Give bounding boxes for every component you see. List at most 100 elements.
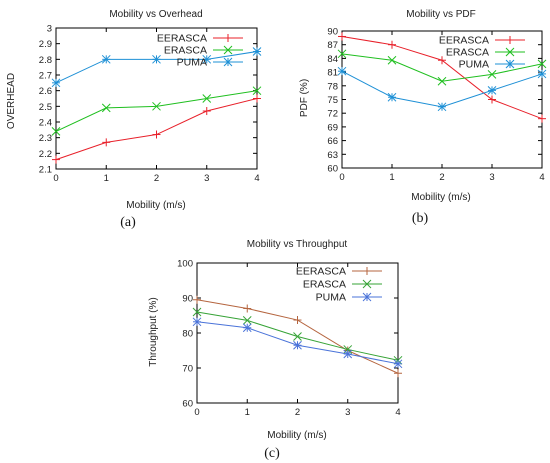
chart-b-ytick-label: 69	[327, 122, 338, 133]
chart-b-ytick-label: 60	[327, 164, 338, 175]
chart-b-legend-marker	[505, 59, 515, 69]
chart-a-ytick-label: 2.7	[39, 71, 52, 82]
chart-c-legend-marker-stroke	[362, 292, 372, 302]
chart-b-xlabel: Mobility (m/s)	[411, 192, 470, 203]
chart-a-series-puma-point-stroke	[152, 54, 161, 64]
chart-c-legend-marker	[362, 292, 372, 302]
chart-a-series-erasca-point-stroke	[252, 86, 262, 96]
chart-b-series-erasca-point-stroke	[437, 76, 447, 86]
chart-c-legend-marker	[363, 267, 371, 275]
chart-a-series-erasca-point-stroke	[51, 127, 61, 136]
chart-c-series-erasca-point	[242, 316, 252, 325]
chart-a-legend-marker-stroke	[223, 45, 233, 55]
chart-c-xtick-label: 2	[295, 407, 300, 418]
chart-b-xtick-label: 4	[539, 172, 544, 183]
chart-c-caption: (c)	[264, 446, 280, 461]
chart-c: Mobility vs Throughput Mobility (m/s) Th…	[148, 239, 403, 461]
chart-b-series-puma-point	[537, 69, 547, 79]
chart-a-ytick-label: 2.2	[39, 149, 52, 160]
chart-a-series-erasca-point	[202, 94, 212, 103]
chart-a-series-eerasca-point	[152, 130, 161, 139]
chart-c-ytick-label: 100	[177, 259, 193, 270]
chart-b-legend-marker	[505, 47, 515, 57]
chart-a-series-puma-point	[152, 54, 161, 64]
chart-b-ytick-label: 84	[327, 54, 338, 65]
chart-a-series-eerasca-point	[102, 138, 111, 147]
chart-a-legend-marker	[224, 34, 232, 42]
chart-c-series-eerasca-point	[394, 369, 402, 378]
chart-c-series-puma-point	[393, 359, 403, 369]
chart-a-legend-label: ERASCA	[164, 45, 207, 57]
chart-c-legend-marker	[362, 279, 372, 289]
chart-c-series-puma-point-stroke	[293, 340, 302, 350]
chart-c-series-erasca-point	[293, 332, 302, 341]
chart-c-series-puma-point	[343, 349, 353, 359]
chart-c-series-eerasca-point	[293, 316, 302, 325]
chart-a-legend-marker	[223, 45, 233, 55]
chart-b-series-eerasca-point	[488, 95, 496, 104]
chart-c-xtick-label: 0	[194, 407, 199, 418]
chart-b-legend-marker-stroke	[505, 59, 515, 69]
chart-a-ytick-label: 2.4	[39, 118, 52, 129]
chart-c-legend-label: PUMA	[316, 292, 346, 304]
chart-b-series-eerasca-point	[438, 56, 446, 65]
chart-b-series-puma-point	[487, 86, 497, 95]
chart-c-series-erasca-point-stroke	[343, 345, 353, 354]
chart-b-series-puma-point-stroke	[537, 69, 547, 79]
chart-b: Mobility vs PDF Mobility (m/s) PDF (%) (…	[299, 9, 547, 226]
chart-b-series-erasca-point	[387, 55, 397, 65]
chart-b-xtick-label: 2	[439, 172, 444, 183]
chart-c-series-puma-point	[293, 340, 302, 350]
chart-a-series-eerasca-point	[202, 107, 211, 116]
chart-a-ytick-label: 2.5	[39, 102, 52, 113]
chart-a-series-puma-point-stroke	[252, 47, 262, 56]
chart-b-series-eerasca-point	[388, 40, 396, 49]
chart-a-series-erasca-point-stroke	[202, 94, 212, 103]
chart-c-ytick-label: 80	[182, 329, 193, 340]
chart-c-legend-label: ERASCA	[303, 279, 346, 291]
chart-a-series-erasca-point	[252, 86, 262, 96]
chart-c-xtick-label: 3	[345, 407, 350, 418]
chart-a-series-puma-point	[202, 54, 212, 64]
chart-a-title: Mobility vs Overhead	[109, 9, 202, 20]
chart-c-xlabel: Mobility (m/s)	[267, 430, 326, 441]
chart-b-series-erasca-point	[437, 76, 447, 86]
chart-a-series-eerasca-line	[55, 98, 258, 161]
chart-a-series-puma-point	[101, 54, 111, 64]
chart-b-series-erasca-point	[487, 70, 497, 79]
chart-a-series-puma-point-stroke	[101, 54, 111, 64]
chart-a-legend-marker	[223, 57, 233, 67]
chart-b-series-erasca-point-stroke	[487, 70, 497, 79]
chart-c-series-erasca-point-stroke	[293, 332, 302, 341]
chart-b-ytick-label: 66	[327, 136, 338, 147]
chart-b-ytick-label: 81	[327, 68, 338, 79]
chart-b-title: Mobility vs PDF	[406, 9, 475, 20]
chart-a-legend-label: PUMA	[177, 57, 207, 69]
chart-a-series-puma-point-stroke	[51, 78, 61, 88]
chart-c-ytick-label: 90	[182, 294, 193, 305]
chart-b-legend-marker-stroke	[505, 47, 515, 57]
chart-a-legend-label: EERASCA	[157, 33, 207, 45]
chart-b-series-erasca-point	[537, 59, 547, 69]
chart-b-legend-marker	[506, 36, 514, 44]
chart-b-ytick-label: 87	[327, 40, 338, 51]
chart-c-series-eerasca-point	[193, 295, 201, 304]
chart-c-ylabel: Throughput (%)	[148, 297, 159, 366]
chart-c-series-puma-point	[242, 323, 252, 333]
chart-b-series-eerasca-point	[538, 114, 546, 123]
chart-a-series-erasca-point	[101, 103, 111, 113]
chart-c-series-puma-point-stroke	[343, 349, 353, 359]
chart-a-ytick-label: 2.8	[39, 55, 52, 66]
chart-b-series-puma-point-stroke	[387, 92, 397, 102]
chart-a-ytick-label: 2.3	[39, 133, 52, 144]
chart-a-series-puma-point-stroke	[202, 54, 212, 64]
chart-a-xtick-label: 4	[254, 173, 259, 184]
chart-b-series-puma-point	[337, 66, 347, 76]
chart-a-ytick-label: 2.6	[39, 86, 52, 97]
chart-a-xtick-label: 1	[104, 173, 109, 184]
chart-c-series-puma-point-stroke	[192, 317, 202, 327]
chart-c-series-erasca-point-stroke	[192, 307, 202, 317]
chart-b-series-erasca-point	[337, 49, 347, 59]
